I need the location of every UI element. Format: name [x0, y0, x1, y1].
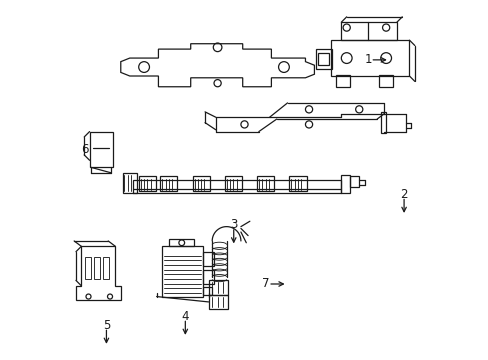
Bar	[102, 257, 109, 279]
Bar	[317, 53, 328, 65]
Bar	[160, 176, 177, 191]
Bar	[133, 180, 341, 189]
Bar	[169, 239, 194, 246]
Bar	[208, 295, 228, 309]
Bar	[203, 270, 214, 284]
Bar	[378, 75, 392, 87]
Text: 6: 6	[81, 143, 88, 156]
Text: 7: 7	[262, 278, 269, 291]
Bar	[316, 49, 332, 69]
Bar	[330, 40, 408, 76]
Bar	[257, 176, 274, 191]
Bar	[122, 173, 137, 193]
Bar	[85, 257, 91, 279]
Bar	[380, 112, 386, 134]
Bar	[89, 132, 113, 167]
Bar	[341, 175, 349, 193]
Bar	[203, 287, 212, 295]
Bar	[203, 252, 214, 266]
Bar	[208, 280, 228, 295]
Text: 4: 4	[181, 310, 189, 323]
Bar	[335, 75, 349, 87]
Bar	[224, 176, 242, 191]
Bar	[94, 257, 100, 279]
Text: 1: 1	[364, 53, 371, 66]
Bar	[341, 22, 396, 40]
Text: 3: 3	[229, 218, 237, 231]
Bar	[192, 176, 209, 191]
Text: 5: 5	[102, 319, 110, 332]
Bar	[139, 176, 156, 191]
Text: 2: 2	[400, 188, 407, 201]
Bar	[289, 176, 306, 191]
Bar	[349, 176, 359, 187]
Bar	[162, 246, 203, 297]
